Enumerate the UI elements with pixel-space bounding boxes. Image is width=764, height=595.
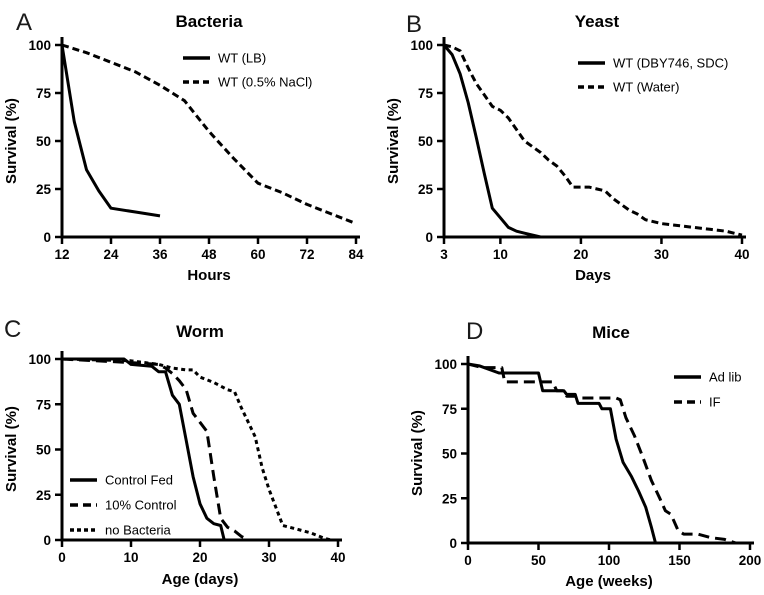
y-tick-label: 0 — [449, 536, 457, 551]
x-tick-label: 0 — [464, 553, 472, 568]
x-axis-label: Days — [575, 267, 611, 284]
series-line-no-bacteria — [61, 357, 332, 542]
plot-area: 3 10 20 30 40 0 25 50 75 100 WT (DBY746, SDC) WT (W… — [410, 37, 750, 262]
series-line-wt-dby746-sdc — [442, 44, 541, 239]
y-tick-label: 25 — [36, 182, 52, 197]
y-tick-label: 50 — [442, 447, 457, 462]
x-axis-label: Age (weeks) — [565, 573, 653, 590]
x-tick-label: 0 — [58, 550, 66, 565]
y-tick-label: 0 — [425, 230, 433, 245]
x-tick-label: 150 — [668, 553, 691, 568]
panel-letter-c: C — [4, 316, 21, 343]
x-tick-label: 30 — [654, 247, 669, 262]
legend-label-wt-lb: WT (LB) — [218, 51, 266, 66]
y-tick-label: 100 — [28, 38, 51, 53]
chart-title-mice: Mice — [592, 323, 630, 342]
panel-d-mice: D Mice Age (weeks) Survival (%) 0 50 100 15… — [382, 297, 764, 595]
x-tick-label: 40 — [734, 247, 749, 262]
x-tick-label: 100 — [598, 553, 621, 568]
legend-label-no-bacteria: no Bacteria — [105, 523, 172, 538]
y-tick-label: 75 — [418, 86, 434, 101]
y-tick-label: 100 — [434, 357, 457, 372]
plot-area: 0 10 20 30 40 0 25 50 75 100 Control Fed 10% Contro… — [28, 351, 346, 565]
series-line-control-fed — [62, 357, 226, 541]
legend-label-ad-lib: Ad lib — [709, 370, 742, 385]
series-line-wt-water — [443, 43, 743, 237]
y-tick-label: 50 — [36, 443, 51, 458]
x-tick-label: 10 — [123, 550, 138, 565]
panel-a-bacteria: A Bacteria Hours Survival (%) 12 24 36 48 60… — [0, 0, 382, 297]
y-tick-label: 75 — [36, 397, 52, 412]
worm-survival-chart: C Worm Age (days) Survival (%) 0 10 20 30 40… — [3, 316, 346, 588]
x-tick-label: 48 — [201, 247, 217, 262]
x-tick-label: 30 — [261, 550, 276, 565]
y-tick-label: 100 — [410, 38, 433, 53]
legend-label-control-fed: Control Fed — [105, 473, 173, 488]
x-tick-label: 72 — [299, 247, 314, 262]
x-tick-label: 60 — [250, 247, 265, 262]
series-line-if — [467, 362, 737, 545]
y-tick-label: 50 — [418, 134, 433, 149]
legend-label-10-control: 10% Control — [105, 498, 177, 513]
y-tick-label: 25 — [442, 491, 458, 506]
y-tick-label: 0 — [43, 533, 51, 548]
series-line-wt-0-5-nacl — [61, 43, 357, 225]
y-axis-label: Survival (%) — [385, 98, 402, 184]
y-axis-label: Survival (%) — [409, 410, 426, 496]
series-line-10-control — [61, 357, 249, 542]
chart-title-worm: Worm — [176, 322, 224, 341]
panel-c-worm: C Worm Age (days) Survival (%) 0 10 20 30 40… — [0, 297, 382, 595]
series-line-ad-lib — [467, 362, 657, 544]
series-line-wt-lb — [60, 44, 161, 218]
legend-label-wt-0-5-nacl: WT (0.5% NaCl) — [218, 75, 312, 90]
legend-label-wt-dby746-sdc: WT (DBY746, SDC) — [613, 56, 728, 71]
bacteria-survival-chart: A Bacteria Hours Survival (%) 12 24 36 48 60… — [3, 9, 364, 284]
legend-label-wt-water: WT (Water) — [613, 80, 679, 95]
x-axis-label: Age (days) — [162, 571, 239, 588]
x-tick-label: 3 — [440, 247, 448, 262]
y-tick-label: 75 — [36, 86, 52, 101]
x-tick-label: 24 — [103, 247, 119, 262]
y-tick-label: 0 — [43, 230, 51, 245]
y-tick-label: 25 — [36, 488, 52, 503]
x-tick-label: 40 — [330, 550, 345, 565]
yeast-survival-chart: B Yeast Days Survival (%) 3 10 20 30 40 0 25 50… — [385, 11, 750, 284]
panel-letter-a: A — [16, 9, 32, 36]
panel-b-yeast: B Yeast Days Survival (%) 3 10 20 30 40 0 25 50… — [382, 0, 764, 297]
x-tick-label: 20 — [192, 550, 207, 565]
x-tick-label: 200 — [739, 553, 762, 568]
x-tick-label: 84 — [348, 247, 364, 262]
legend-label-if: IF — [709, 395, 721, 410]
y-axis-label: Survival (%) — [3, 98, 20, 184]
x-tick-label: 50 — [531, 553, 546, 568]
y-tick-label: 50 — [36, 134, 51, 149]
x-tick-label: 20 — [573, 247, 588, 262]
x-tick-label: 36 — [152, 247, 168, 262]
y-axis-label: Survival (%) — [3, 406, 20, 492]
y-tick-label: 25 — [418, 182, 434, 197]
panel-letter-d: D — [466, 318, 483, 345]
chart-title-bacteria: Bacteria — [175, 12, 243, 31]
mice-survival-chart: D Mice Age (weeks) Survival (%) 0 50 100 15… — [409, 318, 761, 590]
plot-area: 12 24 36 48 60 72 84 0 25 50 75 100 WT (LB) WT (0.5% … — [28, 37, 364, 262]
y-tick-label: 100 — [28, 352, 51, 367]
x-axis-label: Hours — [187, 267, 230, 284]
panel-letter-b: B — [406, 11, 422, 38]
plot-area: 0 50 100 150 200 0 25 50 75 100 Ad lib IF — [434, 356, 761, 568]
y-tick-label: 75 — [442, 402, 458, 417]
chart-title-yeast: Yeast — [575, 12, 620, 31]
x-tick-label: 12 — [54, 247, 69, 262]
x-tick-label: 10 — [493, 247, 508, 262]
